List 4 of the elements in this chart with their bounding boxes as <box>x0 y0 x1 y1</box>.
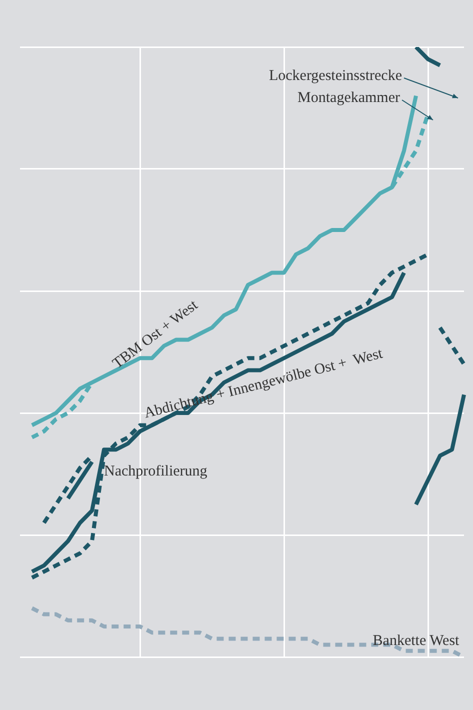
series-label: Nachprofilierung <box>104 464 208 480</box>
annotation: Montagekammer <box>298 90 400 106</box>
annotation: Lockergesteinsstrecke <box>268 68 402 84</box>
series-label: Bankette West <box>372 632 460 649</box>
